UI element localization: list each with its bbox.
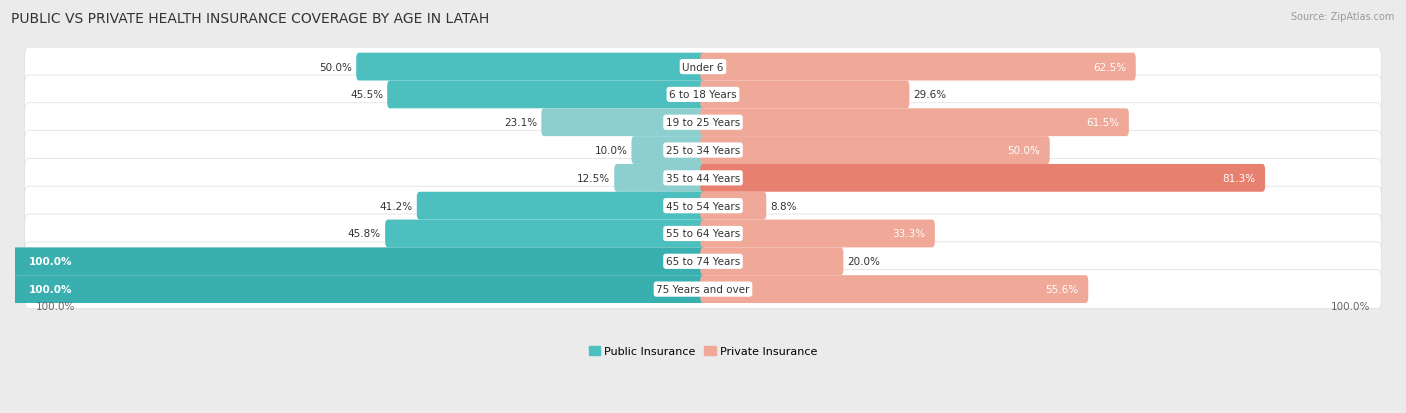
Text: 33.3%: 33.3% [891,229,925,239]
Text: 12.5%: 12.5% [576,173,610,183]
Legend: Public Insurance, Private Insurance: Public Insurance, Private Insurance [583,342,823,361]
Text: 19 to 25 Years: 19 to 25 Years [666,118,740,128]
Text: 81.3%: 81.3% [1222,173,1256,183]
FancyBboxPatch shape [416,192,706,220]
FancyBboxPatch shape [631,137,706,164]
Text: 100.0%: 100.0% [35,301,75,311]
FancyBboxPatch shape [700,137,1050,164]
Text: 20.0%: 20.0% [848,256,880,267]
FancyBboxPatch shape [13,248,706,275]
Text: 41.2%: 41.2% [380,201,413,211]
FancyBboxPatch shape [25,159,1381,198]
Text: 29.6%: 29.6% [914,90,946,100]
FancyBboxPatch shape [700,54,1136,81]
FancyBboxPatch shape [700,192,766,220]
FancyBboxPatch shape [356,54,706,81]
FancyBboxPatch shape [25,270,1381,309]
FancyBboxPatch shape [13,275,706,303]
FancyBboxPatch shape [700,81,910,109]
Text: 75 Years and over: 75 Years and over [657,285,749,294]
Text: 62.5%: 62.5% [1092,62,1126,72]
FancyBboxPatch shape [385,220,706,248]
Text: 45.8%: 45.8% [347,229,381,239]
FancyBboxPatch shape [25,48,1381,87]
Text: 35 to 44 Years: 35 to 44 Years [666,173,740,183]
Text: Source: ZipAtlas.com: Source: ZipAtlas.com [1291,12,1395,22]
Text: 25 to 34 Years: 25 to 34 Years [666,146,740,156]
Text: PUBLIC VS PRIVATE HEALTH INSURANCE COVERAGE BY AGE IN LATAH: PUBLIC VS PRIVATE HEALTH INSURANCE COVER… [11,12,489,26]
FancyBboxPatch shape [700,164,1265,192]
FancyBboxPatch shape [700,220,935,248]
Text: 50.0%: 50.0% [1007,146,1040,156]
Text: 45.5%: 45.5% [350,90,382,100]
Text: 55.6%: 55.6% [1046,285,1078,294]
Text: 23.1%: 23.1% [505,118,537,128]
Text: Under 6: Under 6 [682,62,724,72]
Text: 100.0%: 100.0% [28,285,72,294]
Text: 61.5%: 61.5% [1085,118,1119,128]
Text: 6 to 18 Years: 6 to 18 Years [669,90,737,100]
Text: 8.8%: 8.8% [770,201,797,211]
FancyBboxPatch shape [700,275,1088,303]
Text: 100.0%: 100.0% [1331,301,1371,311]
Text: 55 to 64 Years: 55 to 64 Years [666,229,740,239]
FancyBboxPatch shape [614,164,706,192]
Text: 45 to 54 Years: 45 to 54 Years [666,201,740,211]
FancyBboxPatch shape [25,76,1381,114]
Text: 65 to 74 Years: 65 to 74 Years [666,256,740,267]
FancyBboxPatch shape [541,109,706,137]
Text: 10.0%: 10.0% [595,146,627,156]
FancyBboxPatch shape [700,248,844,275]
FancyBboxPatch shape [25,131,1381,170]
FancyBboxPatch shape [25,242,1381,281]
FancyBboxPatch shape [25,214,1381,253]
FancyBboxPatch shape [25,187,1381,225]
Text: 50.0%: 50.0% [319,62,352,72]
FancyBboxPatch shape [700,109,1129,137]
FancyBboxPatch shape [25,104,1381,142]
Text: 100.0%: 100.0% [28,256,72,267]
FancyBboxPatch shape [387,81,706,109]
